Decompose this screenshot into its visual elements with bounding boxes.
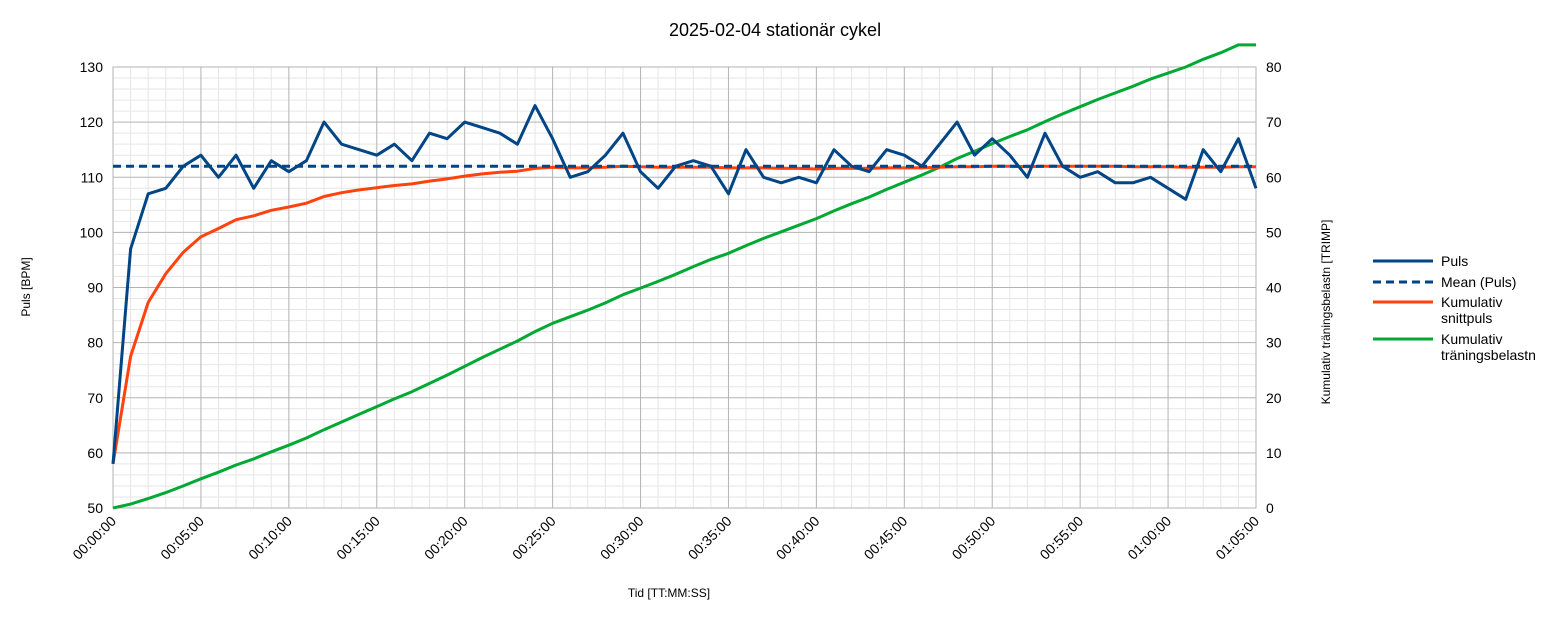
y2-tick-label: 20 bbox=[1266, 390, 1282, 406]
x-tick-label: 01:00:00 bbox=[1124, 513, 1174, 563]
y2-axis-label: Kumulativ träningsbelastn [TRIMP] bbox=[1319, 220, 1333, 405]
y-tick-label: 120 bbox=[80, 114, 104, 130]
y-tick-label: 50 bbox=[87, 500, 103, 516]
series-line-kumulativ-tr-ningsbelastn bbox=[112, 43, 1256, 510]
legend-label: Puls bbox=[1441, 253, 1468, 269]
y-tick-label: 130 bbox=[80, 59, 104, 75]
y2-tick-label: 30 bbox=[1266, 335, 1282, 351]
x-tick-label: 01:05:00 bbox=[1212, 513, 1262, 563]
series-line-puls bbox=[111, 104, 1258, 465]
y-tick-label: 90 bbox=[87, 280, 103, 296]
x-tick-label: 00:30:00 bbox=[597, 513, 647, 563]
grid bbox=[113, 67, 1256, 508]
y2-tick-label: 50 bbox=[1266, 224, 1282, 240]
x-axis-label: Tid [TT:MM:SS] bbox=[628, 586, 710, 600]
chart-title: 2025-02-04 stationär cykel bbox=[669, 20, 881, 40]
series-line-kumulativ-snittpuls bbox=[111, 164, 1256, 465]
x-tick-label: 00:05:00 bbox=[157, 513, 207, 563]
y-tick-label: 60 bbox=[87, 445, 103, 461]
legend-label: Kumulativ bbox=[1441, 331, 1502, 347]
y-axis-label: Puls [BPM] bbox=[19, 257, 33, 316]
x-tick-label: 00:20:00 bbox=[421, 513, 471, 563]
y2-tick-label: 60 bbox=[1266, 169, 1282, 185]
x-tick-label: 00:25:00 bbox=[509, 513, 559, 563]
plot-area bbox=[112, 66, 1257, 509]
x-tick-label: 00:10:00 bbox=[245, 513, 295, 563]
x-tick-label: 00:00:00 bbox=[69, 513, 119, 563]
x-tick-label: 00:40:00 bbox=[773, 513, 823, 563]
legend-label: Kumulativ bbox=[1441, 294, 1502, 310]
y2-tick-label: 10 bbox=[1266, 445, 1282, 461]
legend-label: träningsbelastn bbox=[1441, 347, 1536, 363]
x-tick-label: 00:15:00 bbox=[333, 513, 383, 563]
x-tick-label: 00:50:00 bbox=[949, 513, 999, 563]
y-tick-label: 70 bbox=[87, 390, 103, 406]
y-tick-label: 80 bbox=[87, 335, 103, 351]
y2-tick-label: 40 bbox=[1266, 280, 1282, 296]
legend-label: snittpuls bbox=[1441, 310, 1492, 326]
y2-tick-label: 0 bbox=[1266, 500, 1274, 516]
x-tick-label: 00:55:00 bbox=[1036, 513, 1086, 563]
x-tick-label: 00:45:00 bbox=[861, 513, 911, 563]
y2-tick-label: 70 bbox=[1266, 114, 1282, 130]
series-group bbox=[111, 43, 1258, 510]
x-tick-label: 00:35:00 bbox=[685, 513, 735, 563]
y2-tick-label: 80 bbox=[1266, 59, 1282, 75]
y-tick-label: 110 bbox=[81, 169, 104, 185]
y-tick-label: 100 bbox=[80, 224, 104, 240]
legend-label: Mean (Puls) bbox=[1441, 274, 1516, 290]
